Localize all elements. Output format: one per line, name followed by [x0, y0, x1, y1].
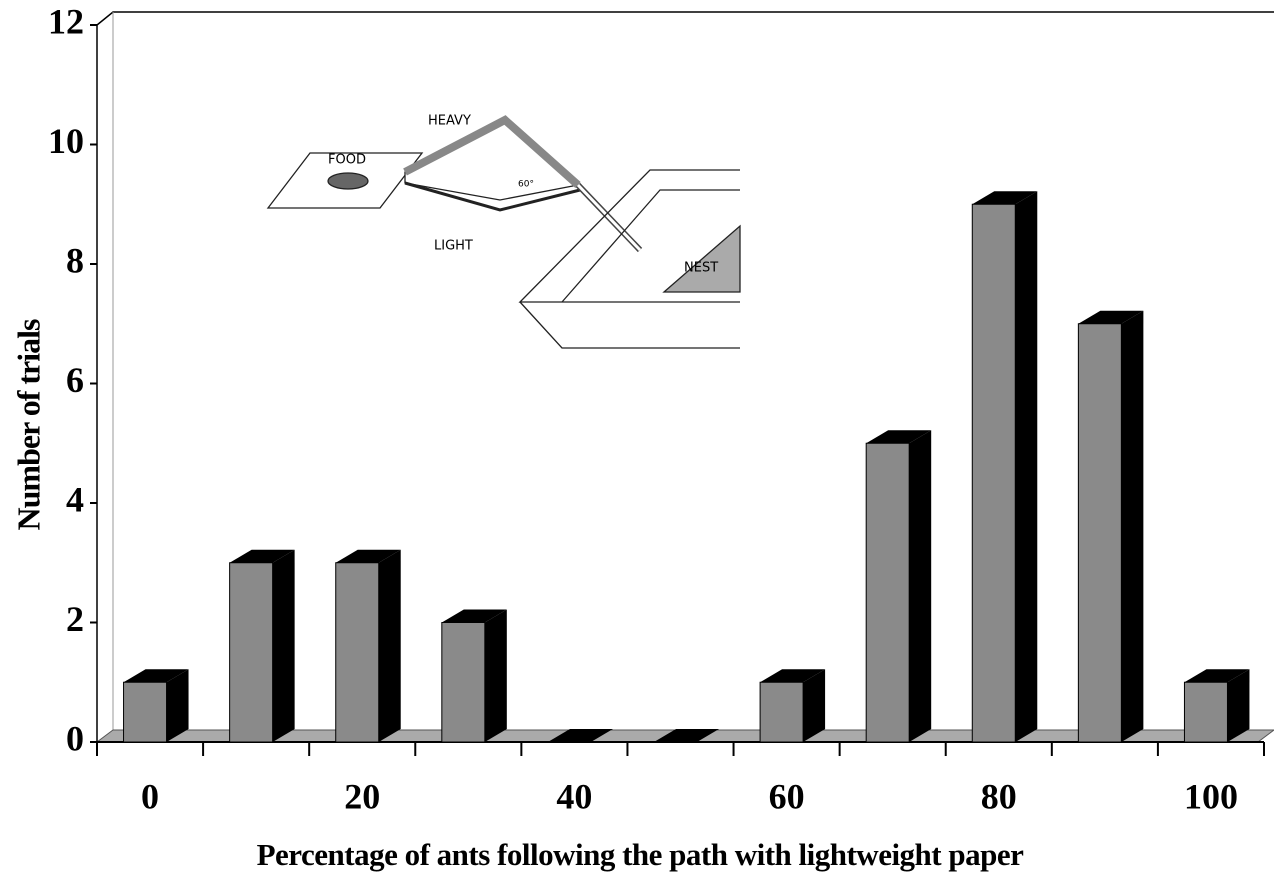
bar [865, 430, 932, 743]
bar-face [759, 681, 804, 743]
bar-face [229, 549, 295, 563]
x-tick-label: 100 [1184, 776, 1238, 816]
bar-face [760, 669, 826, 683]
inset-label: 60° [518, 180, 534, 190]
bar [971, 191, 1038, 743]
bar-face [1015, 191, 1038, 742]
y-tick-label: 4 [66, 479, 84, 519]
inset-label: LIGHT [434, 239, 473, 254]
bar-face [123, 669, 189, 683]
bar-face [972, 191, 1038, 205]
bar-face [123, 681, 168, 743]
bar-face [441, 622, 486, 743]
bar-face [1183, 681, 1228, 743]
bar-face [865, 442, 910, 743]
bar [229, 549, 295, 743]
bar [335, 549, 401, 743]
bar-face [378, 549, 401, 742]
x-tick-label: 80 [981, 776, 1017, 816]
bar-face [654, 729, 719, 742]
bar [1183, 669, 1250, 743]
y-tick-label: 12 [48, 1, 84, 41]
x-tick-label: 0 [141, 776, 159, 816]
x-tick-label: 40 [556, 776, 592, 816]
bar [123, 669, 189, 743]
bar [654, 729, 719, 742]
bar-face [547, 729, 613, 742]
bar-face [803, 669, 826, 742]
bar [441, 609, 507, 743]
bar-face [1077, 323, 1122, 743]
x-tick-label: 20 [344, 776, 380, 816]
y-tick-label: 10 [48, 121, 84, 161]
bar-face [335, 562, 380, 743]
y-tick-label: 0 [66, 718, 84, 758]
bar [1077, 310, 1144, 743]
bar-face [335, 549, 401, 563]
y-tick-label: 8 [66, 240, 84, 280]
bar-face [971, 203, 1016, 743]
bar-face [1121, 310, 1144, 742]
bar-face [1078, 310, 1144, 324]
bar-face [484, 609, 507, 742]
bar [759, 669, 826, 743]
inset-label: NEST [684, 261, 718, 276]
bar-face [1184, 669, 1250, 683]
y-tick-label: 2 [66, 599, 84, 639]
bar-face [909, 430, 932, 742]
inset-label: HEAVY [428, 114, 471, 129]
y-tick-label: 6 [66, 360, 84, 400]
bar-face [866, 430, 932, 444]
bar [547, 729, 613, 742]
bar-face [229, 562, 274, 743]
bar-face [441, 609, 507, 623]
inset-label: FOOD [328, 153, 366, 168]
bar-face [272, 549, 295, 742]
y-axis-title: Number of trials [10, 319, 46, 530]
bar-face [1227, 669, 1250, 742]
x-axis-title: Percentage of ants following the path wi… [257, 837, 1025, 872]
bar-face [166, 669, 189, 742]
x-tick-label: 60 [769, 776, 805, 816]
inset-diagram [266, 115, 741, 349]
